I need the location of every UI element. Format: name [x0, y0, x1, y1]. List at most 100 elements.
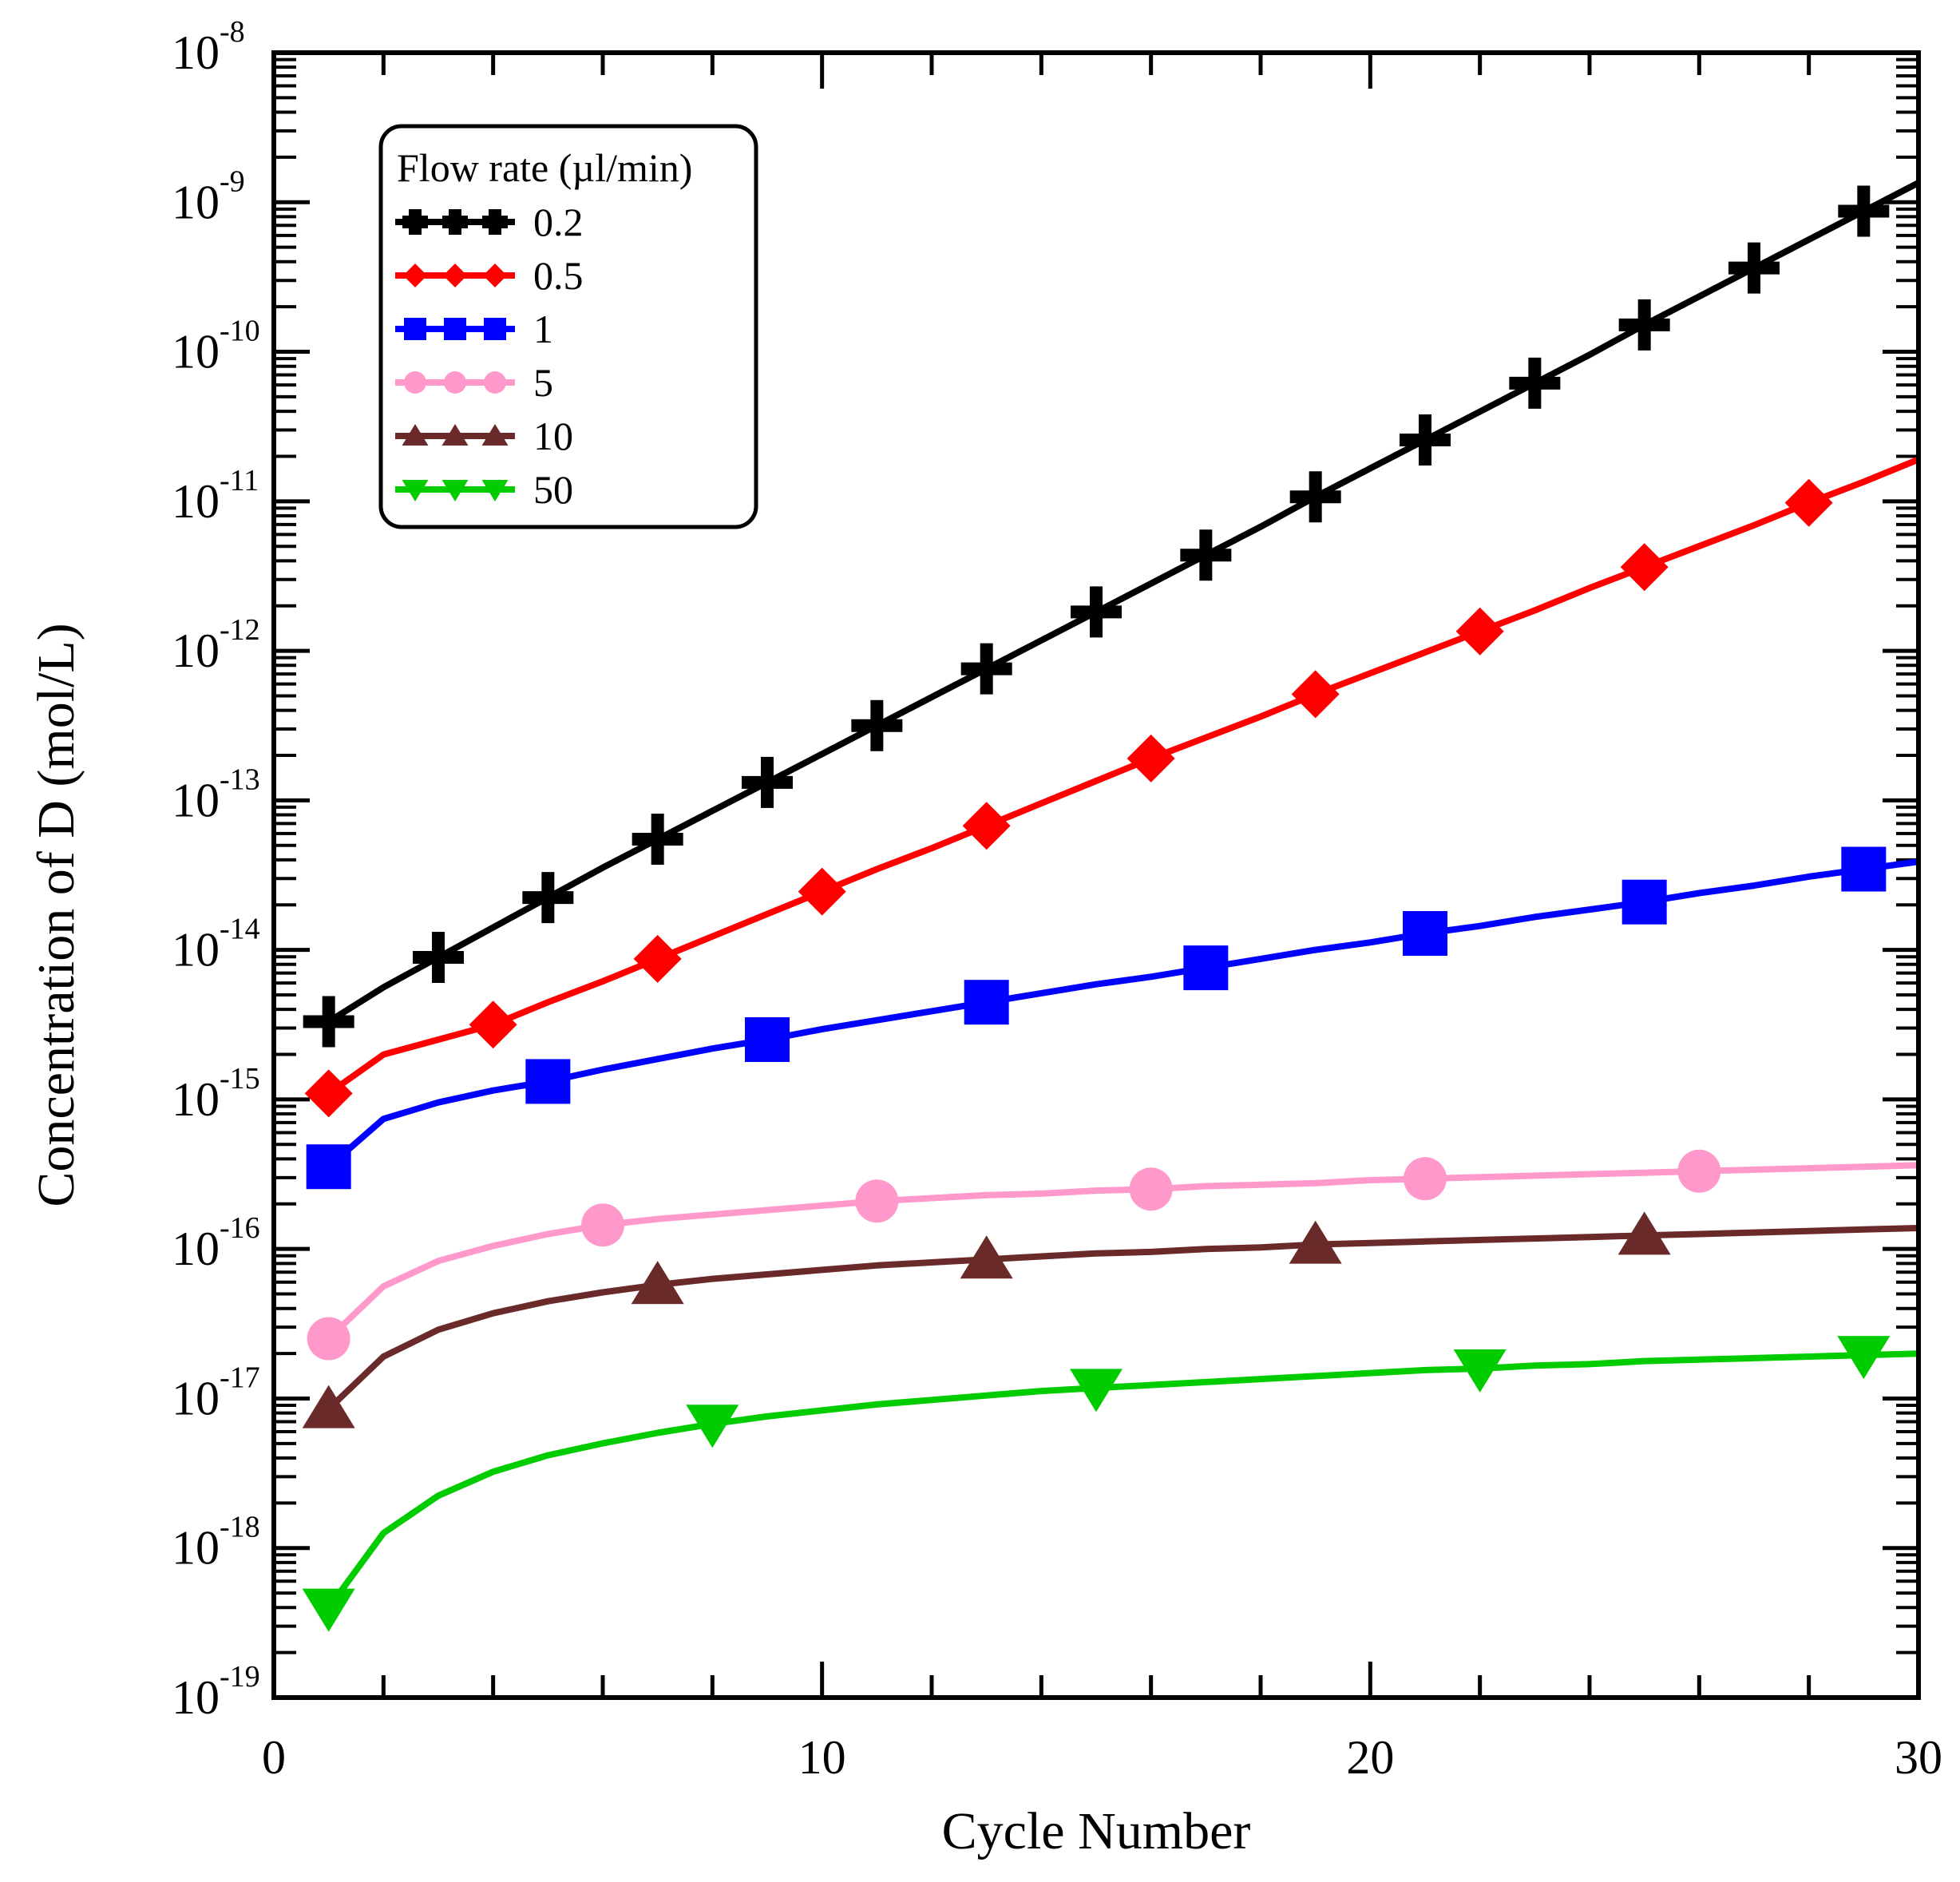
- legend-items: 0.2 0.5 1 5 10 50: [395, 200, 584, 512]
- legend-label: 0.5: [533, 253, 584, 298]
- x-tick-label: 10: [798, 1731, 846, 1784]
- y-tick-base: 10: [172, 774, 220, 826]
- legend-item: 0.2: [395, 200, 584, 244]
- y-tick-exponent: -12: [220, 613, 260, 647]
- legend-label: 10: [533, 414, 573, 458]
- y-tick-exponent: -18: [220, 1511, 260, 1544]
- y-tick-exponent: -9: [220, 164, 245, 198]
- data-point: [1677, 1149, 1721, 1193]
- data-point: [851, 699, 903, 751]
- y-tick-base: 10: [172, 1671, 220, 1724]
- legend-box: [378, 124, 758, 529]
- y-tick-exponent: -11: [220, 464, 259, 497]
- data-point: [304, 1069, 353, 1118]
- data-point: [307, 1317, 350, 1361]
- data-point: [686, 1405, 739, 1448]
- data-point: [798, 867, 846, 916]
- series-0_2: [303, 180, 1920, 1048]
- legend-marker: [481, 480, 509, 501]
- series-line: [327, 456, 1920, 1096]
- legend-item: 50: [395, 467, 573, 512]
- legend-marker: [443, 263, 467, 287]
- series-line: [326, 1350, 1919, 1610]
- y-tick-base: 10: [172, 475, 220, 528]
- data-point: [632, 814, 683, 866]
- data-point: [1837, 1336, 1891, 1380]
- legend-label: 50: [533, 467, 573, 512]
- legend-label: 5: [533, 360, 553, 405]
- data-point: [1289, 471, 1341, 523]
- legend-title: Flow rate (µl/min): [397, 145, 692, 190]
- data-point: [631, 1261, 684, 1305]
- data-point: [960, 1235, 1013, 1279]
- legend-marker: [442, 209, 468, 235]
- y-tick-base: 10: [172, 1372, 220, 1424]
- legend-marker: [441, 480, 469, 501]
- data-point: [1403, 911, 1447, 957]
- legend-item: 0.5: [395, 253, 584, 298]
- y-tick-exponent: -17: [220, 1361, 260, 1394]
- data-point: [1621, 879, 1667, 925]
- legend-marker: [444, 371, 466, 394]
- y-axis-title: Concentration of D (mol/L): [27, 623, 85, 1206]
- y-tick-label: 10 -11: [172, 464, 259, 528]
- series-0_5: [304, 456, 1920, 1118]
- legend-marker: [483, 263, 507, 287]
- data-point: [1291, 670, 1340, 719]
- data-point: [302, 1588, 355, 1632]
- legend-item: 10: [395, 414, 573, 458]
- x-axis-title: Cycle Number: [942, 1802, 1251, 1860]
- legend-marker: [403, 263, 427, 287]
- data-point: [1838, 185, 1890, 237]
- series-1: [306, 846, 1919, 1190]
- y-tick-base: 10: [172, 326, 220, 378]
- y-tick-label: 10 -8: [172, 15, 245, 79]
- data-point: [1289, 1220, 1342, 1264]
- data-point: [1784, 478, 1833, 527]
- data-point: [742, 756, 793, 808]
- data-point: [1455, 607, 1504, 656]
- y-tick-label: 10 -9: [172, 164, 245, 228]
- x-tick-label: 30: [1895, 1731, 1942, 1784]
- data-point: [962, 802, 1011, 850]
- y-tick-label: 10 -17: [172, 1361, 260, 1424]
- y-tick-exponent: -13: [220, 763, 260, 796]
- data-point: [1404, 1157, 1447, 1201]
- legend-marker: [402, 480, 429, 501]
- data-point: [1620, 543, 1669, 592]
- y-tick-base: 10: [172, 1222, 220, 1275]
- legend-label: 1: [533, 307, 553, 351]
- series-10: [302, 1211, 1919, 1428]
- y-tick-exponent: -16: [220, 1211, 260, 1245]
- legend-marker: [484, 318, 506, 340]
- data-point: [1183, 945, 1229, 991]
- data-point: [1618, 299, 1670, 351]
- x-tick-label: 0: [262, 1731, 286, 1784]
- data-point: [1841, 846, 1887, 892]
- y-tick-label: 10 -10: [172, 315, 260, 378]
- legend-marker: [402, 209, 428, 235]
- y-tick-base: 10: [172, 176, 220, 228]
- y-tick-exponent: -10: [220, 315, 260, 348]
- y-tick-base: 10: [172, 1073, 220, 1126]
- y-tick-exponent: -15: [220, 1062, 260, 1096]
- data-point: [1509, 357, 1561, 409]
- data-point: [1617, 1211, 1671, 1255]
- legend-label: 0.2: [533, 200, 584, 244]
- axis-ticks: [271, 50, 1921, 1700]
- y-tick-base: 10: [172, 624, 220, 677]
- data-point: [1453, 1349, 1507, 1393]
- data-point: [1180, 529, 1232, 581]
- data-point: [745, 1017, 790, 1062]
- legend-marker: [482, 209, 508, 235]
- legend-marker: [481, 424, 509, 446]
- data-point: [1070, 1369, 1123, 1412]
- legend-marker: [484, 371, 506, 394]
- y-tick-label: 10 -18: [172, 1511, 260, 1575]
- y-tick-base: 10: [172, 26, 220, 79]
- y-tick-exponent: -19: [220, 1660, 260, 1694]
- series-50: [302, 1336, 1919, 1632]
- data-point: [413, 932, 464, 983]
- series-line: [327, 858, 1919, 1170]
- data-point: [525, 1059, 571, 1104]
